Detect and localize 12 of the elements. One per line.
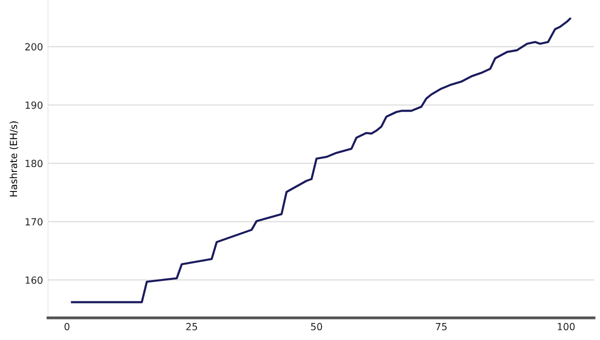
x-tick-label: 50	[311, 322, 322, 330]
line-series	[70, 18, 572, 304]
y-tick-label: 200	[25, 43, 42, 50]
y-tick-label: 190	[26, 101, 42, 109]
y-tick-label: 160	[26, 276, 42, 284]
x-tick-label: 25	[186, 322, 198, 330]
y-axis-title: Hashrate (EH/s)	[10, 121, 18, 196]
x-tick-label: 75	[436, 323, 447, 330]
y-tick-label: 180	[26, 160, 42, 168]
x-tick-label: 0	[64, 322, 70, 330]
y-tick-label: 170	[26, 218, 42, 226]
x-tick-label: 100	[558, 322, 575, 330]
